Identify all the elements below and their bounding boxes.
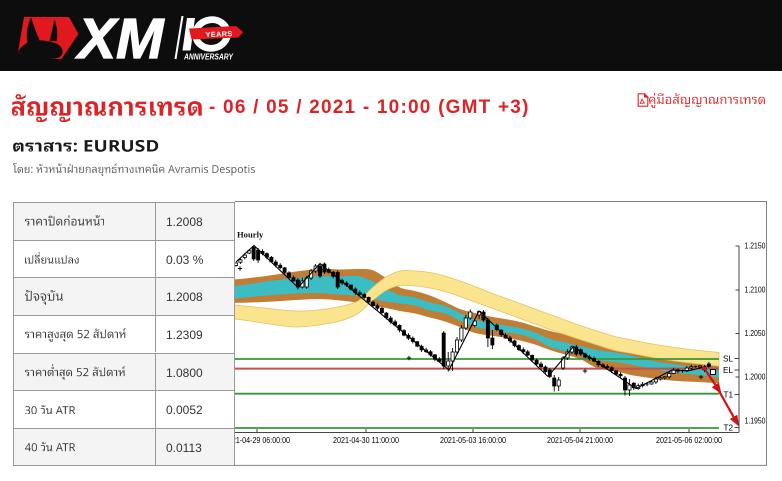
svg-text:2021-05-03 16:00:00: 2021-05-03 16:00:00 (440, 436, 507, 445)
svg-text:YEARS: YEARS (205, 29, 232, 39)
svg-text:XM: XM (75, 7, 165, 71)
svg-text:2021-05-04 21:00:00: 2021-05-04 21:00:00 (547, 436, 614, 445)
svg-text:EL: EL (723, 366, 733, 375)
svg-text:Hourly: Hourly (237, 230, 264, 240)
svg-text:SL: SL (723, 354, 733, 363)
svg-text:1.2050: 1.2050 (745, 329, 766, 338)
svg-text:1.2150: 1.2150 (745, 242, 766, 251)
svg-text:2021-05-06 02:00:00: 2021-05-06 02:00:00 (656, 436, 723, 445)
svg-text:1.1950: 1.1950 (745, 417, 766, 426)
svg-text:ANNIVERSARY: ANNIVERSARY (183, 53, 234, 62)
svg-text:2021-04-30 11:00:00: 2021-04-30 11:00:00 (333, 436, 400, 445)
svg-text:2021-04-29 06:00:00: 2021-04-29 06:00:00 (235, 436, 291, 445)
svg-text:T2: T2 (723, 423, 733, 432)
svg-text:1.2000: 1.2000 (745, 373, 766, 382)
svg-text:T1: T1 (723, 390, 733, 399)
svg-text:1.2100: 1.2100 (745, 286, 766, 295)
